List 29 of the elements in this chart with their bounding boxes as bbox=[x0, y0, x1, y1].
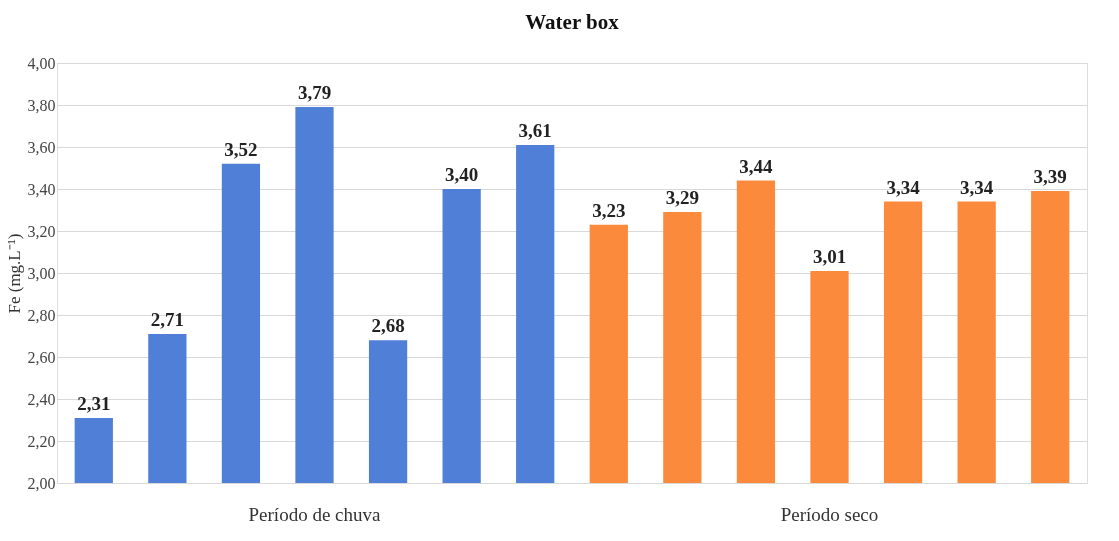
data-label: 2,71 bbox=[150, 308, 184, 330]
data-label: 3,52 bbox=[224, 138, 258, 160]
data-label: 3,61 bbox=[518, 119, 552, 141]
y-tick-label: 3,40 bbox=[27, 180, 56, 198]
data-label: 3,34 bbox=[886, 176, 921, 198]
data-label: 2,31 bbox=[77, 392, 111, 414]
series-label: Período de chuva bbox=[248, 504, 382, 525]
data-label: 3,40 bbox=[445, 164, 479, 185]
data-label: 3,01 bbox=[812, 245, 847, 267]
chart-title: Water box bbox=[525, 10, 620, 34]
data-label: 2,68 bbox=[371, 315, 405, 337]
data-label: 3,44 bbox=[739, 155, 774, 177]
y-axis-title: Fe (mg.L⁻¹) bbox=[4, 233, 24, 314]
data-label: 3,34 bbox=[960, 176, 994, 198]
y-tick-label: 2,40 bbox=[27, 390, 56, 408]
y-tick-label: 3,80 bbox=[27, 96, 56, 114]
data-label: 3,23 bbox=[592, 199, 626, 221]
y-tick-label: 4,00 bbox=[27, 54, 56, 72]
data-label: 3,29 bbox=[665, 187, 699, 209]
data-label: 3,39 bbox=[1033, 166, 1067, 188]
y-tick-label: 2,20 bbox=[27, 432, 56, 450]
y-tick-label: 2,60 bbox=[27, 348, 56, 366]
y-tick-label: 3,00 bbox=[27, 264, 56, 282]
data-label: 3,79 bbox=[297, 82, 332, 104]
y-tick-label: 2,00 bbox=[27, 474, 56, 492]
y-tick-label: 2,80 bbox=[27, 306, 56, 324]
y-tick-label: 3,20 bbox=[27, 222, 56, 240]
series-label: Período seco bbox=[780, 504, 879, 525]
y-tick-label: 3,60 bbox=[27, 138, 56, 156]
